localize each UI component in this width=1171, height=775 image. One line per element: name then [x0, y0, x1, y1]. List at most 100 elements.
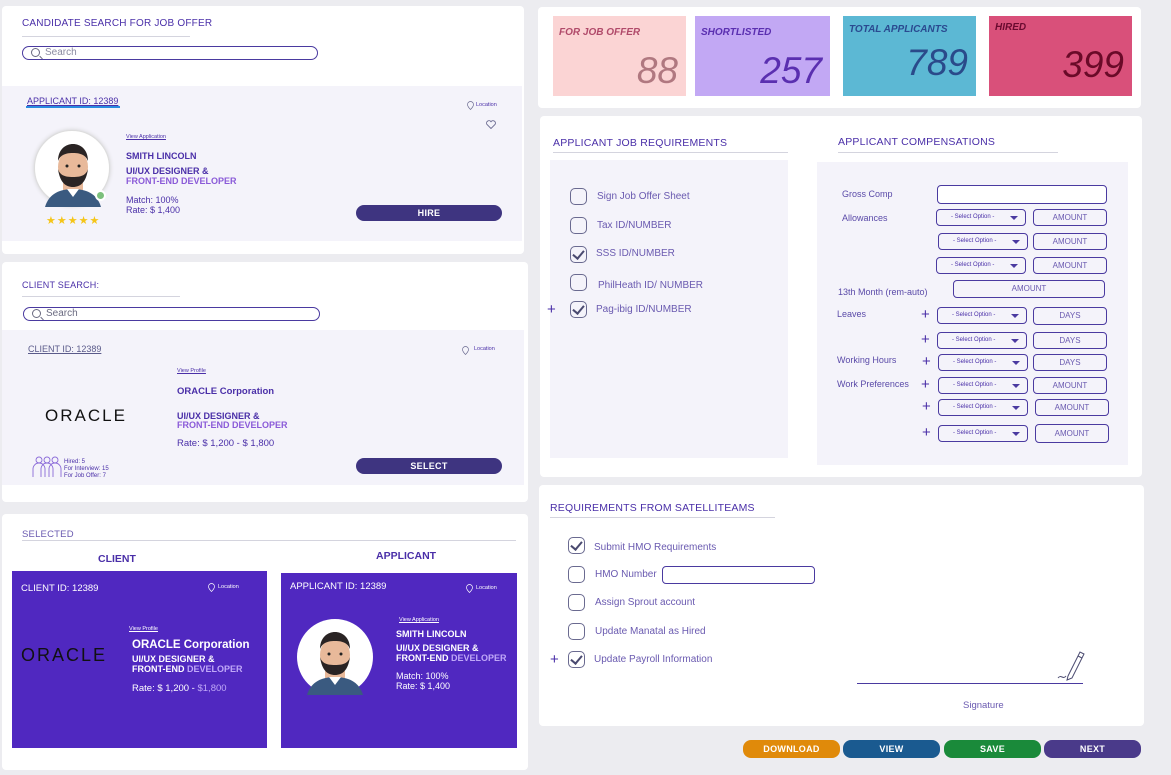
signature-label: Signature [963, 700, 1004, 711]
allowance-amount-2[interactable]: AMOUNT [1033, 233, 1107, 250]
hours-days[interactable]: DAYS [1033, 354, 1107, 371]
stat-value: 399 [1062, 44, 1124, 85]
checkbox-payroll[interactable] [568, 651, 585, 668]
client-role-2: FRONT-END DEVELOPER [177, 420, 288, 430]
stat-shortlisted[interactable]: SHORTLISTED 257 [695, 16, 830, 96]
add-preference-icon[interactable]: + [921, 376, 930, 393]
gross-comp-input[interactable] [937, 185, 1107, 204]
view-application-link[interactable]: View Application [399, 617, 439, 623]
oracle-logo: ORACLE [21, 645, 108, 665]
leave-days-2[interactable]: DAYS [1033, 332, 1107, 349]
save-button[interactable]: SAVE [944, 740, 1041, 758]
client-rate: Rate: $ 1,200 - $ 1,800 [177, 438, 275, 449]
stat-hired[interactable]: HIRED 399 [989, 16, 1132, 96]
candidate-search-title: CANDIDATE SEARCH FOR JOB OFFER [22, 18, 213, 29]
add-preference-icon[interactable]: + [922, 424, 931, 441]
13th-month-amount[interactable]: AMOUNT [953, 280, 1105, 298]
face-illustration [307, 632, 363, 695]
location-label: Location [476, 102, 497, 108]
label-hmo-number: HMO Number [595, 569, 657, 580]
compensation-panel [817, 162, 1128, 465]
applicant-avatar [34, 130, 110, 207]
applicant-match: Match: 100% [126, 195, 179, 205]
view-profile-link[interactable]: View Profile [177, 368, 206, 374]
label-hmo-requirements: Submit HMO Requirements [594, 542, 717, 553]
allowance-select-3[interactable]: - Select Option - [936, 257, 1026, 274]
people-icon [32, 456, 62, 477]
search-icon [32, 309, 41, 318]
stat-value: 789 [906, 42, 968, 83]
applicant-name: SMITH LINCOLN [126, 151, 197, 161]
allowance-amount-3[interactable]: AMOUNT [1033, 257, 1107, 274]
preference-select-1[interactable]: - Select Option - [938, 377, 1028, 394]
add-leave-icon[interactable]: + [921, 306, 930, 323]
client-id: CLIENT ID: 12389 [21, 583, 99, 594]
divider [22, 540, 516, 541]
add-hours-icon[interactable]: + [922, 353, 931, 370]
hire-button[interactable]: HIRE [356, 205, 502, 221]
hours-select[interactable]: - Select Option - [938, 354, 1028, 371]
view-application-link[interactable]: View Application [126, 134, 166, 140]
stat-for-job-offer[interactable]: FOR JOB OFFER 88 [553, 16, 686, 96]
applicant-role-2: FRONT-END DEVELOPER [396, 653, 507, 663]
allowance-select-2[interactable]: - Select Option - [938, 233, 1028, 250]
client-rate: Rate: $ 1,200 - $1,800 [132, 683, 227, 694]
stat-value: 88 [636, 50, 678, 91]
checkbox-sss-id[interactable] [570, 246, 587, 263]
candidate-search-input[interactable]: Search [22, 46, 318, 60]
rate-part-accent: $1,800 [197, 683, 227, 694]
interview-count: For Interview: 15 [64, 466, 109, 472]
role-part: FRONT-END [396, 653, 451, 663]
preference-select-3[interactable]: - Select Option - [938, 425, 1028, 442]
add-preference-icon[interactable]: + [922, 398, 931, 415]
search-icon [31, 48, 40, 57]
satellite-title: REQUIREMENTS FROM SATELLITEAMS [550, 502, 755, 514]
label-sprout-account: Assign Sprout account [595, 597, 696, 608]
add-requirement-icon[interactable]: + [550, 651, 559, 668]
preference-amount-2[interactable]: AMOUNT [1035, 399, 1109, 416]
client-role-1: UI/UX DESIGNER & [132, 654, 215, 664]
client-search-title: CLIENT SEARCH: [22, 280, 100, 290]
next-button[interactable]: NEXT [1044, 740, 1141, 758]
preference-amount-3[interactable]: AMOUNT [1035, 424, 1109, 443]
working-hours-label: Working Hours [837, 355, 897, 365]
checkbox-hmo-number[interactable] [568, 566, 585, 583]
checkbox-sign-offer[interactable] [570, 188, 587, 205]
client-search-input[interactable]: Search [23, 307, 320, 321]
hmo-number-input[interactable] [662, 566, 815, 584]
checkbox-sprout-account[interactable] [568, 594, 585, 611]
requirements-card: APPLICANT JOB REQUIREMENTS Sign Job Offe… [540, 116, 1142, 477]
leave-select-1[interactable]: - Select Option - [937, 307, 1027, 324]
allowance-select-1[interactable]: - Select Option - [936, 209, 1026, 226]
job-requirements-title: APPLICANT JOB REQUIREMENTS [553, 137, 728, 149]
checkbox-tax-id[interactable] [570, 217, 587, 234]
leave-select-2[interactable]: - Select Option - [937, 332, 1027, 349]
preference-amount-1[interactable]: AMOUNT [1033, 377, 1107, 394]
checkbox-philhealth[interactable] [570, 274, 587, 291]
stat-value: 257 [760, 50, 822, 91]
preference-select-2[interactable]: - Select Option - [938, 399, 1028, 416]
leave-days-1[interactable]: DAYS [1033, 307, 1107, 325]
gross-comp-label: Gross Comp [842, 189, 893, 199]
add-leave-icon[interactable]: + [921, 331, 930, 348]
stat-label: TOTAL APPLICANTS [849, 24, 948, 35]
stat-label: HIRED [995, 22, 1027, 33]
label-pagibig: Pag-ibig ID/NUMBER [596, 304, 692, 315]
heart-icon[interactable] [486, 120, 496, 129]
location-label: Location [218, 584, 239, 590]
checkbox-hmo-requirements[interactable] [568, 537, 585, 554]
signature-pen-icon[interactable] [1056, 648, 1086, 682]
allowance-amount-1[interactable]: AMOUNT [1033, 209, 1107, 226]
id-underline [26, 106, 120, 108]
stat-total-applicants[interactable]: TOTAL APPLICANTS 789 [843, 16, 976, 96]
view-button[interactable]: VIEW [843, 740, 940, 758]
download-button[interactable]: DOWNLOAD [743, 740, 840, 758]
select-button[interactable]: SELECT [356, 458, 502, 474]
checkbox-manatal[interactable] [568, 623, 585, 640]
applicant-role-1: UI/UX DESIGNER & [396, 643, 479, 653]
view-profile-link[interactable]: View Profile [129, 626, 158, 632]
oracle-logo: ORACLE [45, 406, 127, 425]
add-requirement-icon[interactable]: + [547, 301, 556, 318]
checkbox-pagibig[interactable] [570, 301, 587, 318]
client-role-1: UI/UX DESIGNER & [177, 411, 260, 421]
